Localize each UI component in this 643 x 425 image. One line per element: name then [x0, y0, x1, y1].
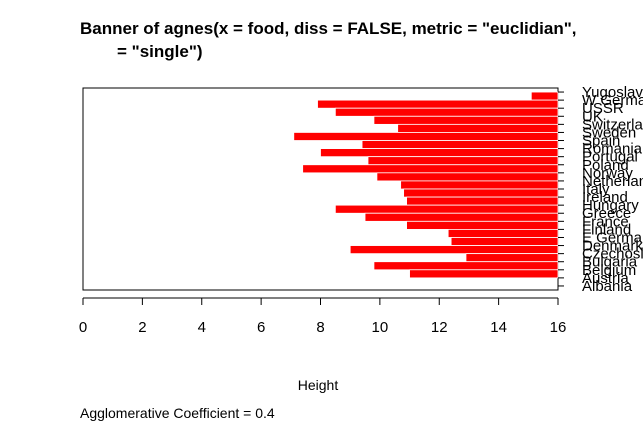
category-label: Czechoslovakia: [582, 246, 643, 263]
banner-bar: [465, 253, 559, 263]
x-axis-ticks: 0 2 4 6 8 10 12 14 16: [79, 298, 567, 336]
x-tick-label: 14: [490, 319, 507, 336]
category-label: Portugal: [582, 149, 638, 166]
banner-bar: [373, 261, 559, 271]
category-label: W Germany: [582, 92, 643, 109]
banner-bar: [373, 115, 559, 125]
x-axis-label: Height: [298, 377, 339, 393]
category-label: Finland: [582, 221, 631, 238]
category-label: E Germany: [582, 229, 643, 246]
banner-bar: [406, 220, 559, 230]
chart-title-line-2: = "single"): [117, 42, 203, 61]
category-label: Belgium: [582, 262, 636, 279]
x-tick-label: 6: [257, 319, 265, 336]
category-label: Norway: [582, 165, 633, 182]
x-tick-label: 2: [138, 319, 146, 336]
category-label: Netherlands: [582, 173, 643, 190]
agglomerative-coefficient: Agglomerative Coefficient = 0.4: [80, 405, 275, 421]
chart-title-line-1: Banner of agnes(x = food, diss = FALSE, …: [80, 19, 577, 38]
x-tick-label: 16: [550, 319, 567, 336]
category-label: Sweden: [582, 124, 636, 141]
banner-bar: [409, 269, 559, 279]
banner-bar: [450, 237, 559, 246]
category-label: USSR: [582, 100, 624, 117]
banner-bar: [397, 123, 559, 133]
banner-bar: [361, 140, 559, 150]
category-label: Bulgaria: [582, 254, 638, 271]
x-tick-label: 12: [431, 319, 448, 336]
category-label: Greece: [582, 205, 631, 222]
category-label: Austria: [582, 270, 629, 287]
banner-bar: [317, 99, 559, 109]
banner-bar: [364, 212, 559, 222]
category-label: Switzerland: [582, 116, 643, 133]
category-label: Spain: [582, 133, 620, 150]
category-label: Romania: [582, 141, 643, 158]
banner-bar: [302, 164, 559, 174]
banner-bar: [530, 91, 559, 101]
banner-bar: [320, 148, 559, 158]
category-labels: YugoslaviaW GermanyUSSRUKSwitzerlandSwed…: [558, 84, 643, 295]
banner-bar: [293, 132, 559, 141]
x-tick-label: 8: [316, 319, 324, 336]
banner-bar: [334, 204, 559, 214]
category-label: Albania: [582, 278, 633, 295]
category-label: Poland: [582, 157, 629, 174]
category-label: Italy: [582, 181, 610, 198]
bar-group: [293, 91, 559, 279]
x-tick-label: 4: [198, 319, 206, 336]
category-label: Denmark: [582, 238, 643, 255]
category-label: Yugoslavia: [582, 84, 643, 101]
banner-bar: [447, 228, 559, 238]
x-tick-label: 10: [372, 319, 389, 336]
banner-bar: [334, 107, 559, 117]
category-label: UK: [582, 108, 603, 125]
banner-bar: [406, 196, 559, 206]
category-label: Ireland: [582, 189, 628, 206]
banner-bar: [376, 172, 559, 182]
banner-bar: [349, 245, 559, 255]
x-tick-label: 0: [79, 319, 87, 336]
category-label: France: [582, 213, 629, 230]
banner-bar: [400, 180, 559, 190]
banner-bar: [367, 156, 559, 166]
banner-bar: [403, 188, 559, 198]
category-label: Hungary: [582, 197, 639, 214]
